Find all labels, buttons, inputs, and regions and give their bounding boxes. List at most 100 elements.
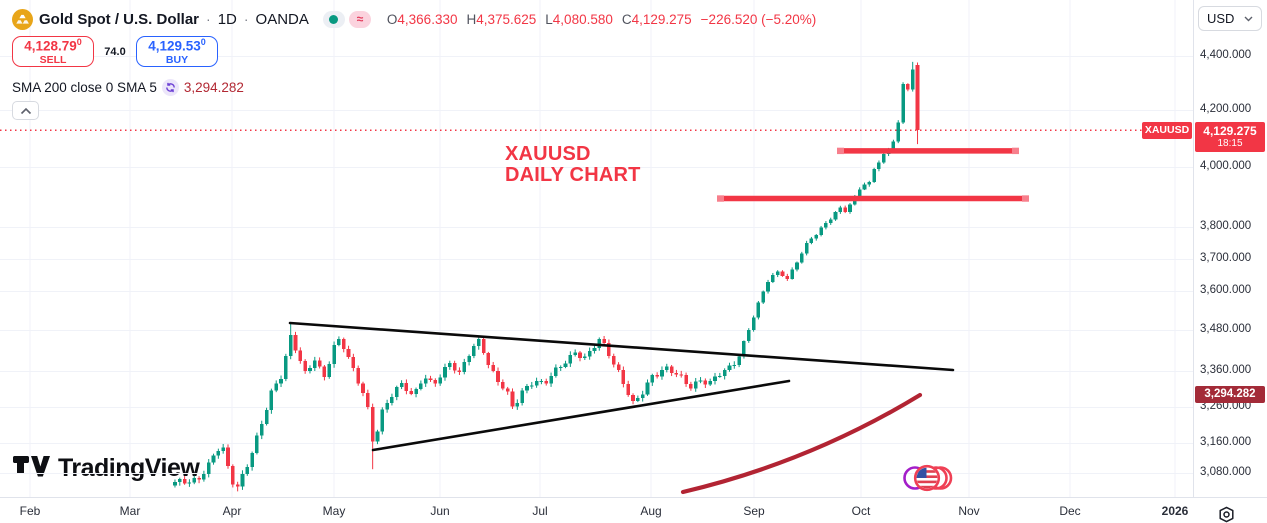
candle-body — [279, 378, 283, 384]
candle-body — [814, 234, 819, 239]
candle-body — [423, 378, 428, 384]
candle-body — [356, 367, 360, 384]
candle-body — [370, 406, 375, 442]
candle-body — [419, 383, 423, 389]
candle-body — [351, 357, 356, 368]
annotation-line-1: XAUUSD — [505, 143, 591, 165]
candle-body — [660, 369, 664, 377]
delayed-data-icon: ≈ — [348, 10, 371, 28]
tradingview-logo[interactable]: TradingView — [13, 454, 200, 483]
price-axis-label: 3,800.000 — [1200, 220, 1252, 233]
candle-body — [698, 380, 703, 382]
candle-body — [611, 355, 616, 365]
candle-body — [640, 394, 645, 399]
candle-body — [664, 366, 669, 370]
candle-body — [293, 335, 298, 351]
buy-button[interactable]: 4,129.530 BUY — [136, 36, 218, 67]
price-axis-label: 3,480.000 — [1200, 323, 1252, 336]
candle-body — [838, 207, 843, 212]
symbol-title-row[interactable]: Gold Spot / U.S. Dollar · 1D · OANDA ≈ O… — [12, 8, 816, 30]
level-handle — [837, 147, 844, 155]
sell-button-label: SELL — [39, 53, 67, 66]
price-axis-label: 3,160.000 — [1200, 436, 1252, 449]
price-axis[interactable]: USD 4,129.275 18:15 3,294.282 4,400.000 4… — [1193, 0, 1267, 497]
sell-button[interactable]: 4,128.790 SELL — [12, 36, 94, 67]
candle-body — [607, 342, 611, 356]
candle-body — [756, 302, 761, 318]
settings-button[interactable] — [1214, 502, 1238, 523]
candle-body — [226, 447, 230, 466]
candle-body — [525, 385, 529, 391]
candle-body — [308, 367, 312, 371]
chart-interval: 1D — [217, 10, 237, 28]
indicator-legend-row[interactable]: SMA 200 close 0 SMA 5 3,294.282 — [12, 79, 244, 96]
currency-value: USD — [1207, 11, 1235, 26]
candle-body — [867, 181, 872, 185]
candle-body — [245, 467, 250, 474]
time-axis-label: 2026 — [1161, 504, 1189, 518]
candle-body — [896, 122, 901, 142]
candle-body — [655, 375, 659, 377]
open-label: O — [386, 11, 398, 27]
candle-body — [597, 339, 602, 348]
collapse-legend-button[interactable] — [12, 101, 39, 120]
candle-body — [877, 162, 881, 170]
current-price-badge: 4,129.275 18:15 — [1195, 122, 1265, 153]
candle-body — [322, 366, 327, 378]
ohlc-readout: O4,366.330 H4,375.625 L4,080.580 C4,129.… — [387, 12, 816, 27]
triangle-upper-trendline — [288, 321, 955, 372]
candle-body — [187, 482, 192, 484]
candle-body — [881, 154, 886, 163]
candle-body — [848, 204, 852, 212]
candle-body — [573, 352, 577, 355]
candle-body — [780, 271, 785, 276]
low-label: L — [545, 11, 553, 27]
candle-body — [452, 362, 457, 371]
candle-body — [901, 83, 905, 123]
candle-body — [650, 375, 655, 383]
candle-body — [563, 363, 568, 367]
level-handle — [1012, 147, 1019, 155]
currency-dropdown[interactable]: USD — [1198, 6, 1262, 31]
chevron-up-icon — [20, 107, 31, 114]
candle-body — [317, 360, 322, 367]
time-axis-label: Apr — [222, 504, 242, 518]
candle-body — [380, 409, 385, 432]
time-axis-label: Mar — [119, 504, 141, 518]
candle-body — [718, 376, 722, 378]
title-separator: · — [206, 11, 211, 27]
candle-body — [766, 281, 770, 292]
us-flag-sticker-icon — [903, 461, 953, 500]
time-axis-label: Aug — [640, 504, 662, 518]
candle-body — [544, 380, 549, 384]
price-axis-label: 3,080.000 — [1200, 466, 1252, 478]
candle-body — [414, 388, 418, 394]
candle-body — [216, 450, 221, 456]
candle-body — [583, 356, 587, 358]
gold-coin-icon — [12, 8, 33, 30]
candle-body — [361, 383, 365, 393]
price-axis-label: 3,360.000 — [1200, 364, 1252, 377]
candle-body — [443, 367, 447, 378]
candle-body — [862, 184, 867, 190]
trade-panel: 4,128.790 SELL 74.0 4,129.530 BUY — [12, 36, 218, 67]
candlestick-chart-canvas[interactable] — [0, 0, 1193, 497]
current-price-value: 4,129.275 — [1203, 124, 1257, 139]
candle-body — [264, 410, 269, 425]
candle-body — [751, 317, 756, 330]
candle-body — [558, 366, 563, 368]
candle-body — [669, 366, 674, 374]
time-axis-label: Dec — [1059, 504, 1081, 518]
candle-body — [274, 383, 279, 391]
candle-body — [472, 346, 476, 357]
price-axis-label: 3,600.000 — [1200, 283, 1252, 296]
candle-body — [761, 291, 766, 303]
candle-body — [910, 69, 915, 90]
time-axis[interactable]: Feb Mar Apr May Jun Jul Aug Sep Oct Nov Dec 2026 — [0, 497, 1267, 523]
candle-body — [708, 380, 712, 385]
candle-body — [337, 339, 341, 345]
candle-body — [674, 373, 679, 375]
price-axis-label: 4,400.000 — [1200, 49, 1252, 61]
candle-body — [211, 455, 216, 463]
close-label: C — [621, 11, 632, 27]
